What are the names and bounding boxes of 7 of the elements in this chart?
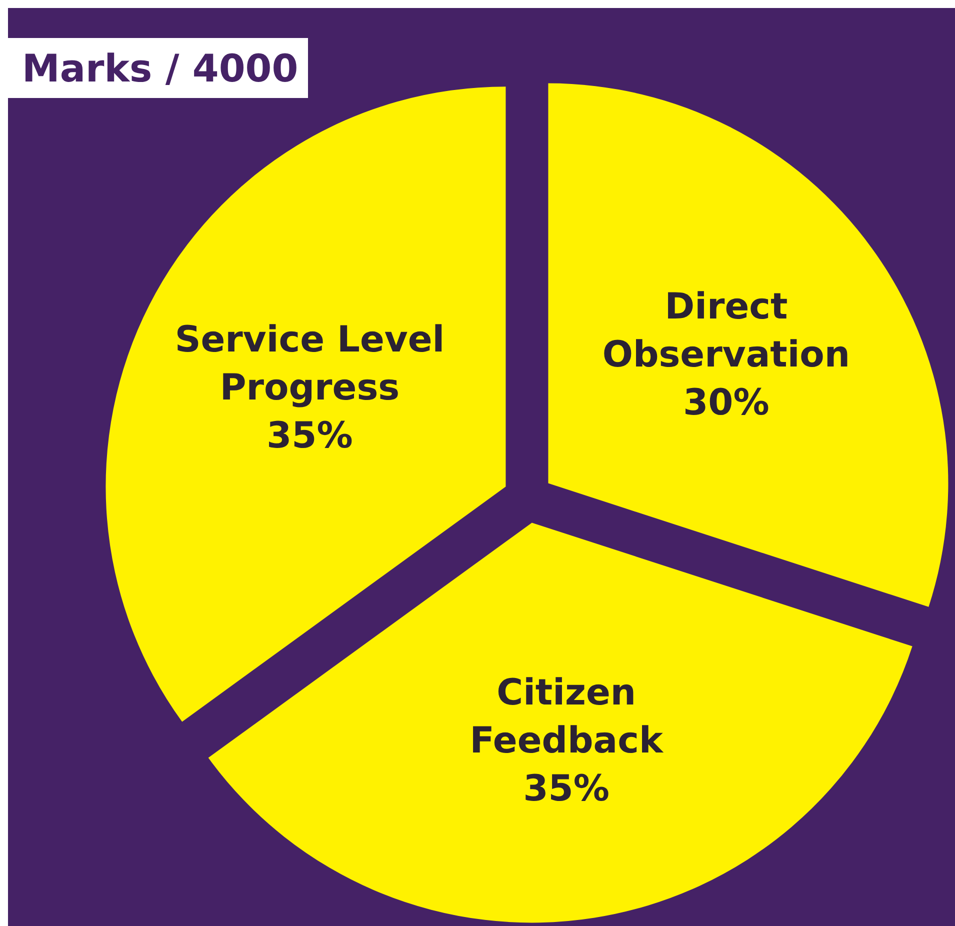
slice-label: Service Level Progress (174, 319, 445, 408)
data-label: 30% (683, 382, 770, 424)
chart-title: Marks / 4000 (22, 46, 298, 90)
slice-label: Direct Observation (602, 286, 850, 376)
data-label: 35% (266, 415, 353, 456)
slice-label: Citizen Feedback (470, 672, 664, 762)
data-label: 35% (523, 768, 610, 810)
